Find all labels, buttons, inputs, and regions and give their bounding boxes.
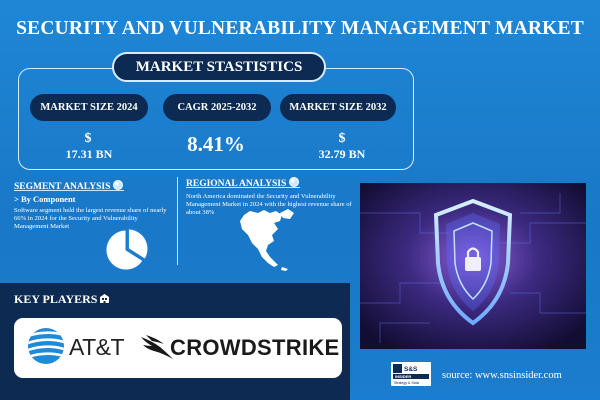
caribbean-shape (281, 267, 288, 271)
pie-small-slice (127, 228, 149, 261)
section-divider (177, 177, 178, 265)
building-icon (100, 294, 110, 303)
greenland-shape (280, 209, 294, 219)
regional-underline (186, 187, 300, 188)
att-globe-logo (28, 328, 64, 364)
source-text: source: www.snsinsider.com (442, 370, 562, 381)
cyber-security-image (360, 183, 586, 349)
stat-value-2024: 17.31 BN (65, 147, 113, 161)
stat-value-cagr: 8.41% (187, 132, 245, 156)
shield-icon (360, 183, 586, 349)
stat-label-size-2032: MARKET SIZE 2032 (280, 94, 396, 121)
stat-currency-2032: $ (338, 131, 346, 146)
north-america-map (240, 209, 294, 271)
sns-insider-logo: S&S INSIDER Strategy & Stats (391, 362, 431, 386)
key-players-heading: KEY PLAYERS (14, 292, 110, 307)
stat-label-size-2024: MARKET SIZE 2024 (30, 94, 148, 121)
sns-logo-brand: S&S (404, 366, 418, 373)
segment-heading-text: SEGMENT ANALYSIS (14, 182, 111, 192)
crowdstrike-logo-text: CROWDSTRIKE (170, 335, 340, 360)
sns-logo-insider: INSIDER (395, 374, 411, 379)
segment-description: Software segment held the largest revenu… (14, 207, 167, 230)
sns-logo-tagline: Strategy & Stats (394, 381, 420, 385)
north-america-shape (240, 210, 282, 267)
stat-currency-2024: $ (84, 131, 92, 146)
pie-major-slice (105, 229, 144, 271)
globe-icon (289, 177, 300, 187)
segment-subheading: > By Component (14, 194, 76, 204)
key-players-logo-box (14, 318, 342, 378)
page-title: SECURITY AND VULNERABILITY MANAGEMENT MA… (16, 18, 584, 39)
regional-heading-text: REGIONAL ANALYSIS (186, 179, 287, 189)
segment-heading: SEGMENT ANALYSIS (14, 180, 124, 192)
stat-value-2032: 32.79 BN (318, 147, 366, 161)
segment-pie-chart (105, 228, 149, 271)
sns-logo-graphic: S&S INSIDER Strategy & Stats (393, 364, 429, 385)
key-players-heading-text: KEY PLAYERS (14, 292, 98, 306)
globe-icon (113, 180, 124, 190)
regional-heading: REGIONAL ANALYSIS (186, 177, 300, 189)
stats-heading: MARKET STASTISTICS (112, 52, 326, 82)
falcon-logo (141, 335, 173, 359)
att-logo-text: AT&T (69, 334, 125, 360)
regional-description: North America dominated the Security and… (186, 193, 352, 216)
segment-underline (14, 190, 124, 191)
stat-label-cagr: CAGR 2025-2032 (163, 94, 271, 121)
